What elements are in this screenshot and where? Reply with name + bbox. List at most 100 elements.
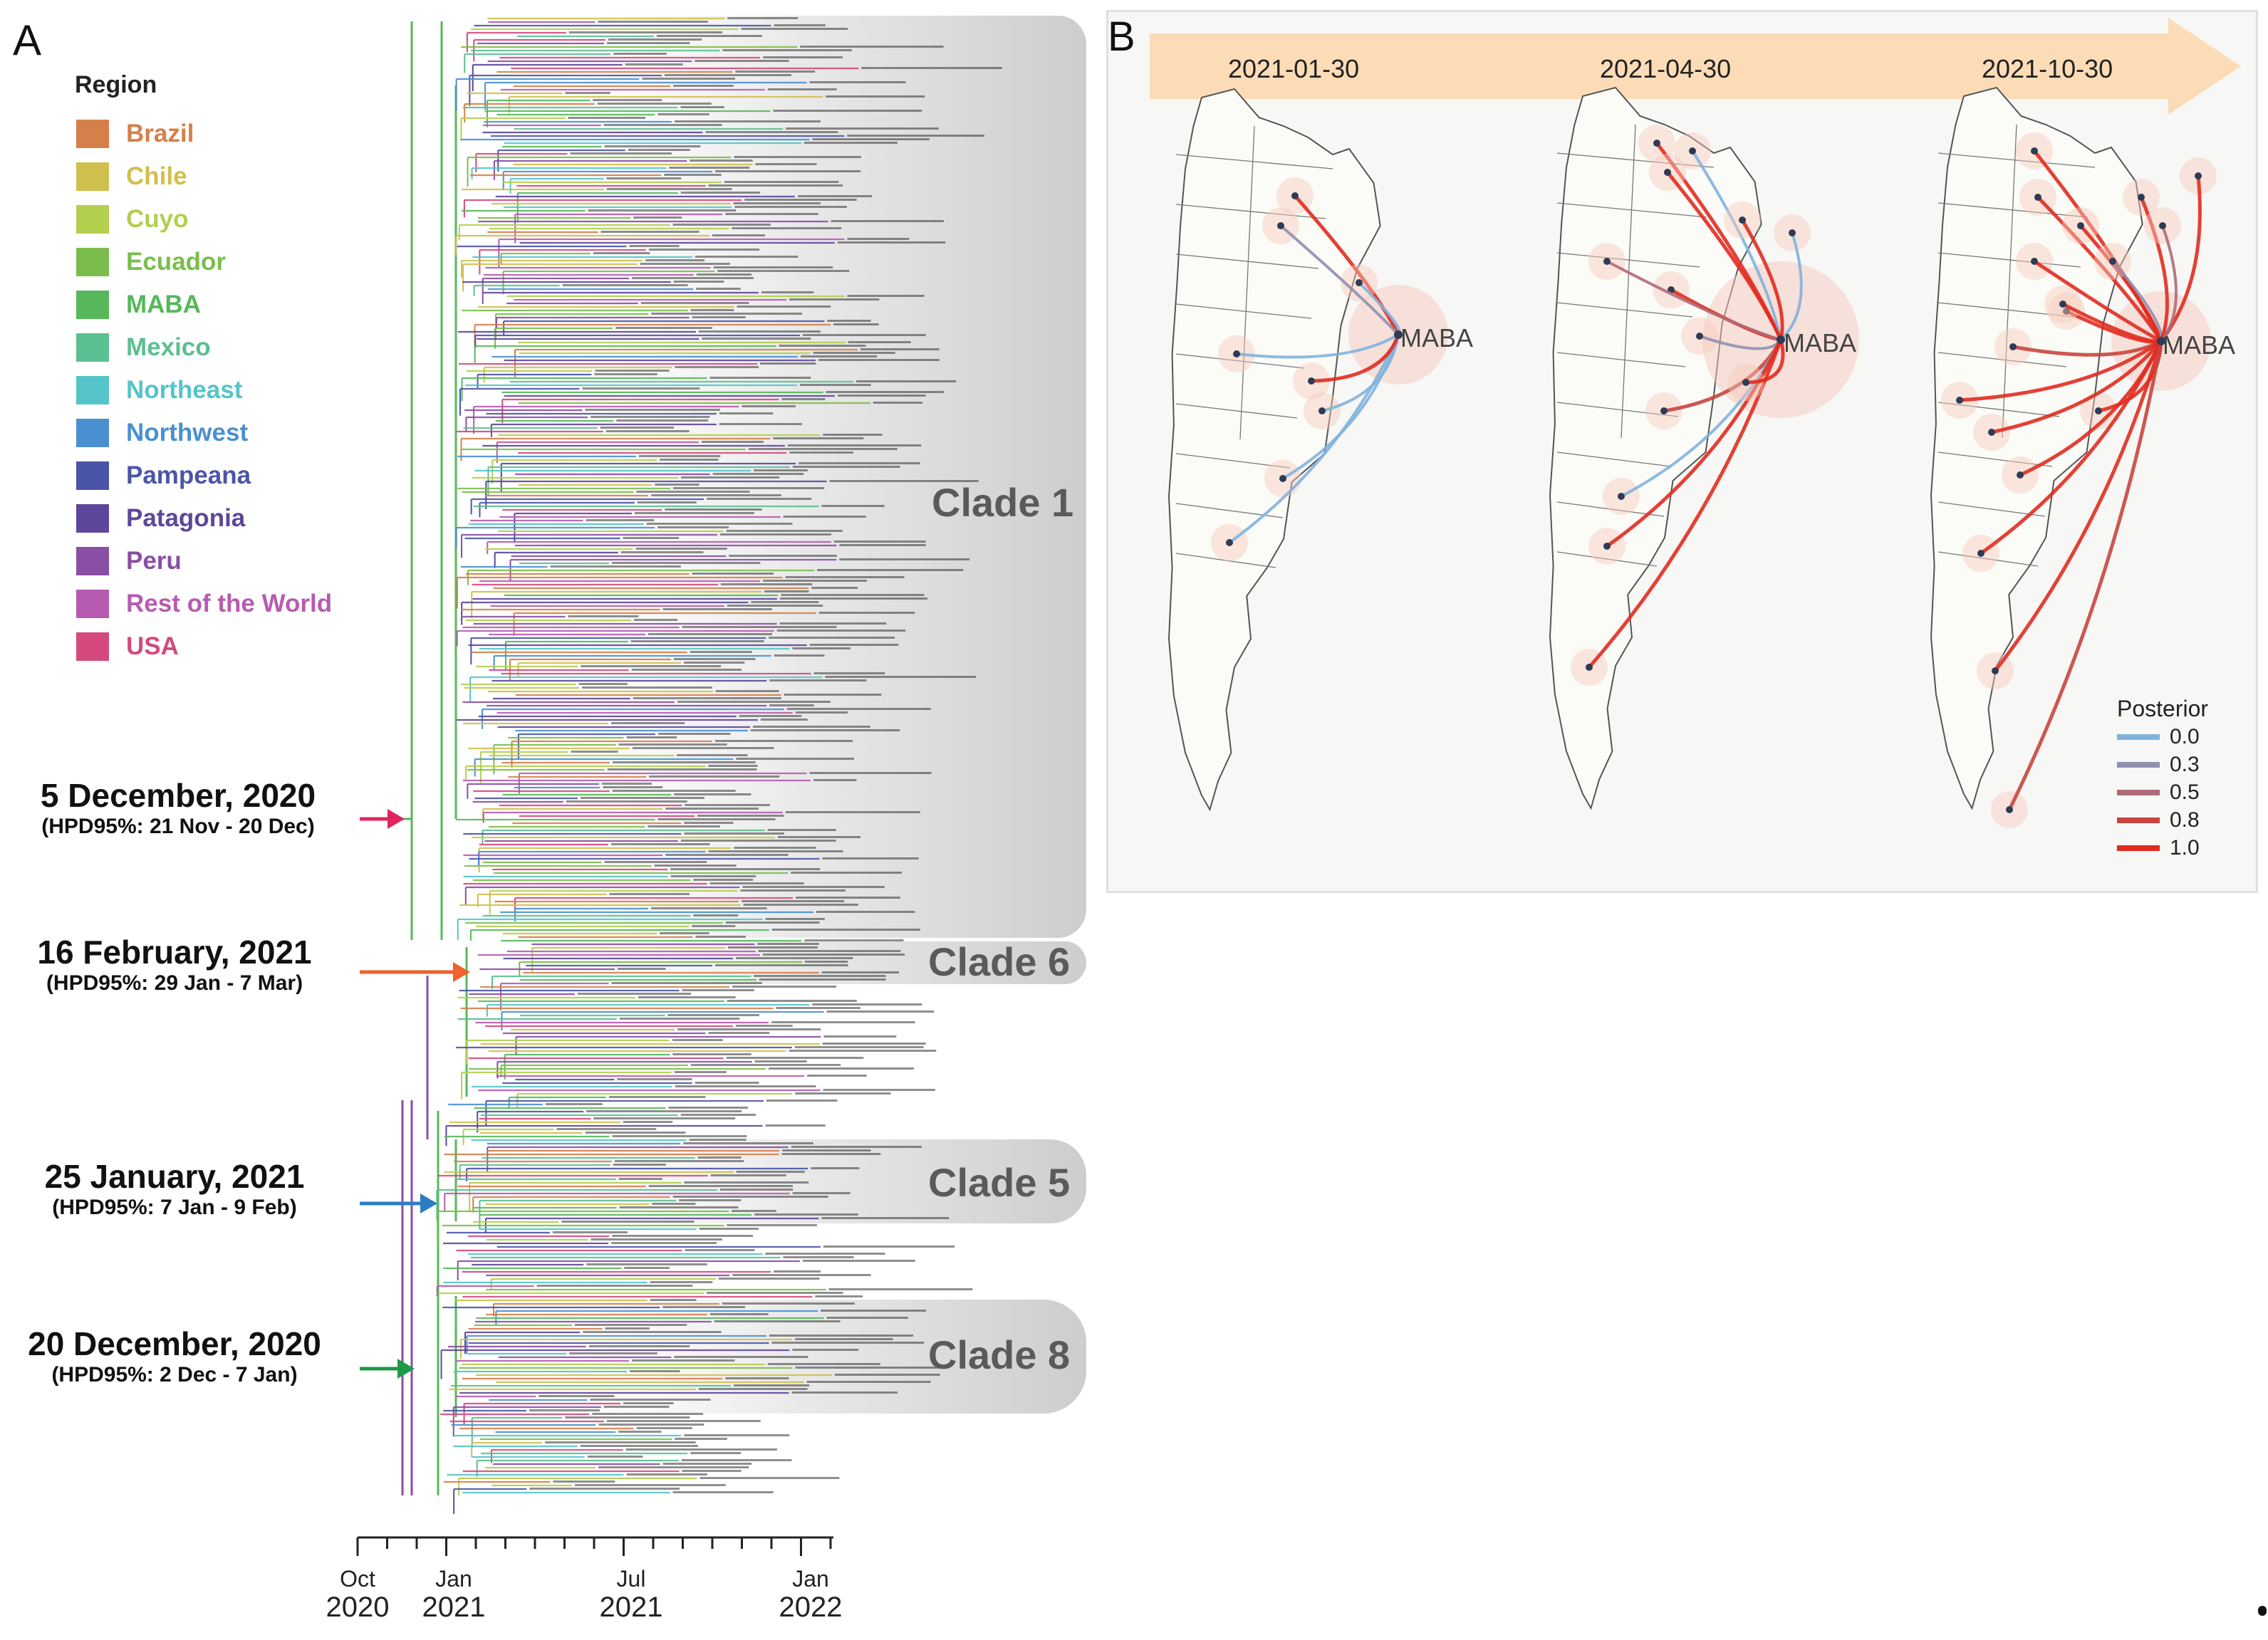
node-date-4: 20 December, 2020 <box>28 1325 321 1362</box>
posterior-value: 0.0 <box>2170 725 2200 748</box>
node-date-2: 16 February, 2021 <box>37 934 312 971</box>
legend-item: MABA <box>76 289 201 320</box>
legend-swatch <box>76 162 109 191</box>
posterior-line <box>2117 818 2160 823</box>
node-arrows <box>360 809 470 1379</box>
legend-item: Peru <box>76 545 182 577</box>
tree-branches <box>400 17 1002 1514</box>
date-label-2: 2021-04-30 <box>1600 54 1731 83</box>
tick-year-2022: 2022 <box>779 1592 843 1623</box>
posterior-item: 0.5 <box>2117 780 2200 805</box>
posterior-line <box>2117 790 2160 795</box>
tick-month-oct: Oct <box>340 1566 375 1592</box>
posterior-item: 0.3 <box>2117 752 2200 778</box>
map-2 <box>1549 86 1859 810</box>
legend-label: Cuyo <box>126 205 189 233</box>
node-arrow-1 <box>360 809 405 829</box>
legend-swatch <box>76 504 109 533</box>
node-annotation-3: 25 January, 2021 (HPD95%: 7 Jan - 9 Feb) <box>0 1157 349 1220</box>
legend-item: USA <box>76 631 179 662</box>
legend-item: Northeast <box>76 375 242 406</box>
legend-item: Brazil <box>76 118 194 150</box>
time-axis: Oct 2020 Jan 2021 Jul 2021 Jan 2022 <box>326 1535 883 1634</box>
date-label-3: 2021-10-30 <box>1982 54 2113 83</box>
legend-swatch <box>76 419 109 447</box>
node-annotation-4: 20 December, 2020 (HPD95%: 2 Dec - 7 Jan… <box>0 1325 349 1387</box>
legend-label: Brazil <box>126 120 194 147</box>
legend-label: Peru <box>126 547 182 575</box>
node-annotation-1: 5 December, 2020 (HPD95%: 21 Nov - 20 De… <box>0 776 356 839</box>
legend-swatch <box>76 291 109 319</box>
clade-8-label: Clade 8 <box>928 1332 1070 1377</box>
node-date-3: 25 January, 2021 <box>44 1158 305 1195</box>
tick-year-2021b: 2021 <box>599 1592 663 1623</box>
posterior-item: 0.0 <box>2117 724 2200 750</box>
clade-6-label: Clade 6 <box>928 939 1070 984</box>
panel-b: 2021-01-30 2021-04-30 2021-10-30 MABA MA… <box>1106 10 2258 893</box>
posterior-line <box>2117 734 2160 740</box>
maba-label-2: MABA <box>1784 328 1856 357</box>
legend-swatch <box>76 376 109 404</box>
legend-label: Northeast <box>126 376 243 404</box>
posterior-item: 1.0 <box>2117 835 2200 861</box>
clade-5-label: Clade 5 <box>928 1160 1070 1205</box>
phylogenetic-tree: Clade 1 Clade 6 Clade 5 Clade 8 <box>360 16 1086 1514</box>
maba-label-1: MABA <box>1400 323 1473 352</box>
legend-item: Northwest <box>76 417 248 449</box>
legend-swatch <box>76 333 109 362</box>
clade-1-label: Clade 1 <box>932 480 1073 525</box>
legend-label: Chile <box>126 162 187 190</box>
posterior-item: 0.8 <box>2117 808 2200 833</box>
posterior-value: 0.3 <box>2170 753 2200 776</box>
legend-swatch <box>76 248 109 276</box>
legend-label: Northwest <box>126 419 249 446</box>
date-label-1: 2021-01-30 <box>1228 54 1359 83</box>
tick-year-2021a: 2021 <box>422 1592 486 1623</box>
legend-label: Rest of the World <box>126 590 333 617</box>
timeline-arrow <box>1150 18 2241 115</box>
legend-swatch <box>76 632 109 661</box>
legend-swatch <box>76 205 109 234</box>
posterior-value: 0.8 <box>2170 808 2200 832</box>
page-mark <box>2258 1606 2267 1616</box>
legend-swatch <box>76 461 109 490</box>
node-annotation-2: 16 February, 2021 (HPD95%: 29 Jan - 7 Ma… <box>0 933 349 996</box>
node-hpd-3: (HPD95%: 7 Jan - 9 Feb) <box>52 1196 297 1219</box>
legend-item: Chile <box>76 161 187 192</box>
tick-month-jan-2021: Jan <box>435 1566 472 1592</box>
posterior-value: 1.0 <box>2170 836 2200 860</box>
map-3 <box>1930 86 2217 828</box>
transmission-maps: 2021-01-30 2021-04-30 2021-10-30 MABA MA… <box>1150 18 2241 828</box>
tick-month-jan-2022: Jan <box>792 1566 829 1592</box>
legend-label: Patagonia <box>126 504 246 532</box>
legend-swatch <box>76 547 109 575</box>
legend-item: Patagonia <box>76 503 245 534</box>
legend-item: Ecuador <box>76 246 226 278</box>
posterior-legend-title: Posterior <box>2117 696 2209 721</box>
legend-item: Cuyo <box>76 204 189 235</box>
legend-label: USA <box>126 632 179 660</box>
tick-year-2020: 2020 <box>326 1592 390 1623</box>
legend-label: MABA <box>126 291 201 318</box>
node-hpd-1: (HPD95%: 21 Nov - 20 Dec) <box>41 815 315 838</box>
legend-item: Mexico <box>76 332 211 363</box>
legend-label: Ecuador <box>126 248 227 276</box>
legend-swatch <box>76 120 109 148</box>
posterior-value: 0.5 <box>2170 780 2200 804</box>
node-arrow-3 <box>360 1194 437 1213</box>
node-arrow-4 <box>360 1359 415 1379</box>
legend-title: Region <box>75 71 157 98</box>
node-arrow-2 <box>360 962 470 982</box>
panel-a-letter: A <box>13 16 42 64</box>
legend-label: Pampeana <box>126 461 251 489</box>
node-hpd-4: (HPD95%: 2 Dec - 7 Jan) <box>51 1363 298 1386</box>
node-date-1: 5 December, 2020 <box>40 777 316 814</box>
posterior-line <box>2117 762 2160 768</box>
legend-label: Mexico <box>126 333 211 361</box>
legend-item: Pampeana <box>76 460 251 491</box>
axis-line <box>356 1536 833 1556</box>
panel-b-letter: B <box>1108 14 1135 60</box>
tick-month-jul: Jul <box>616 1566 646 1592</box>
maba-label-3: MABA <box>2163 330 2235 360</box>
node-hpd-2: (HPD95%: 29 Jan - 7 Mar) <box>46 971 303 995</box>
